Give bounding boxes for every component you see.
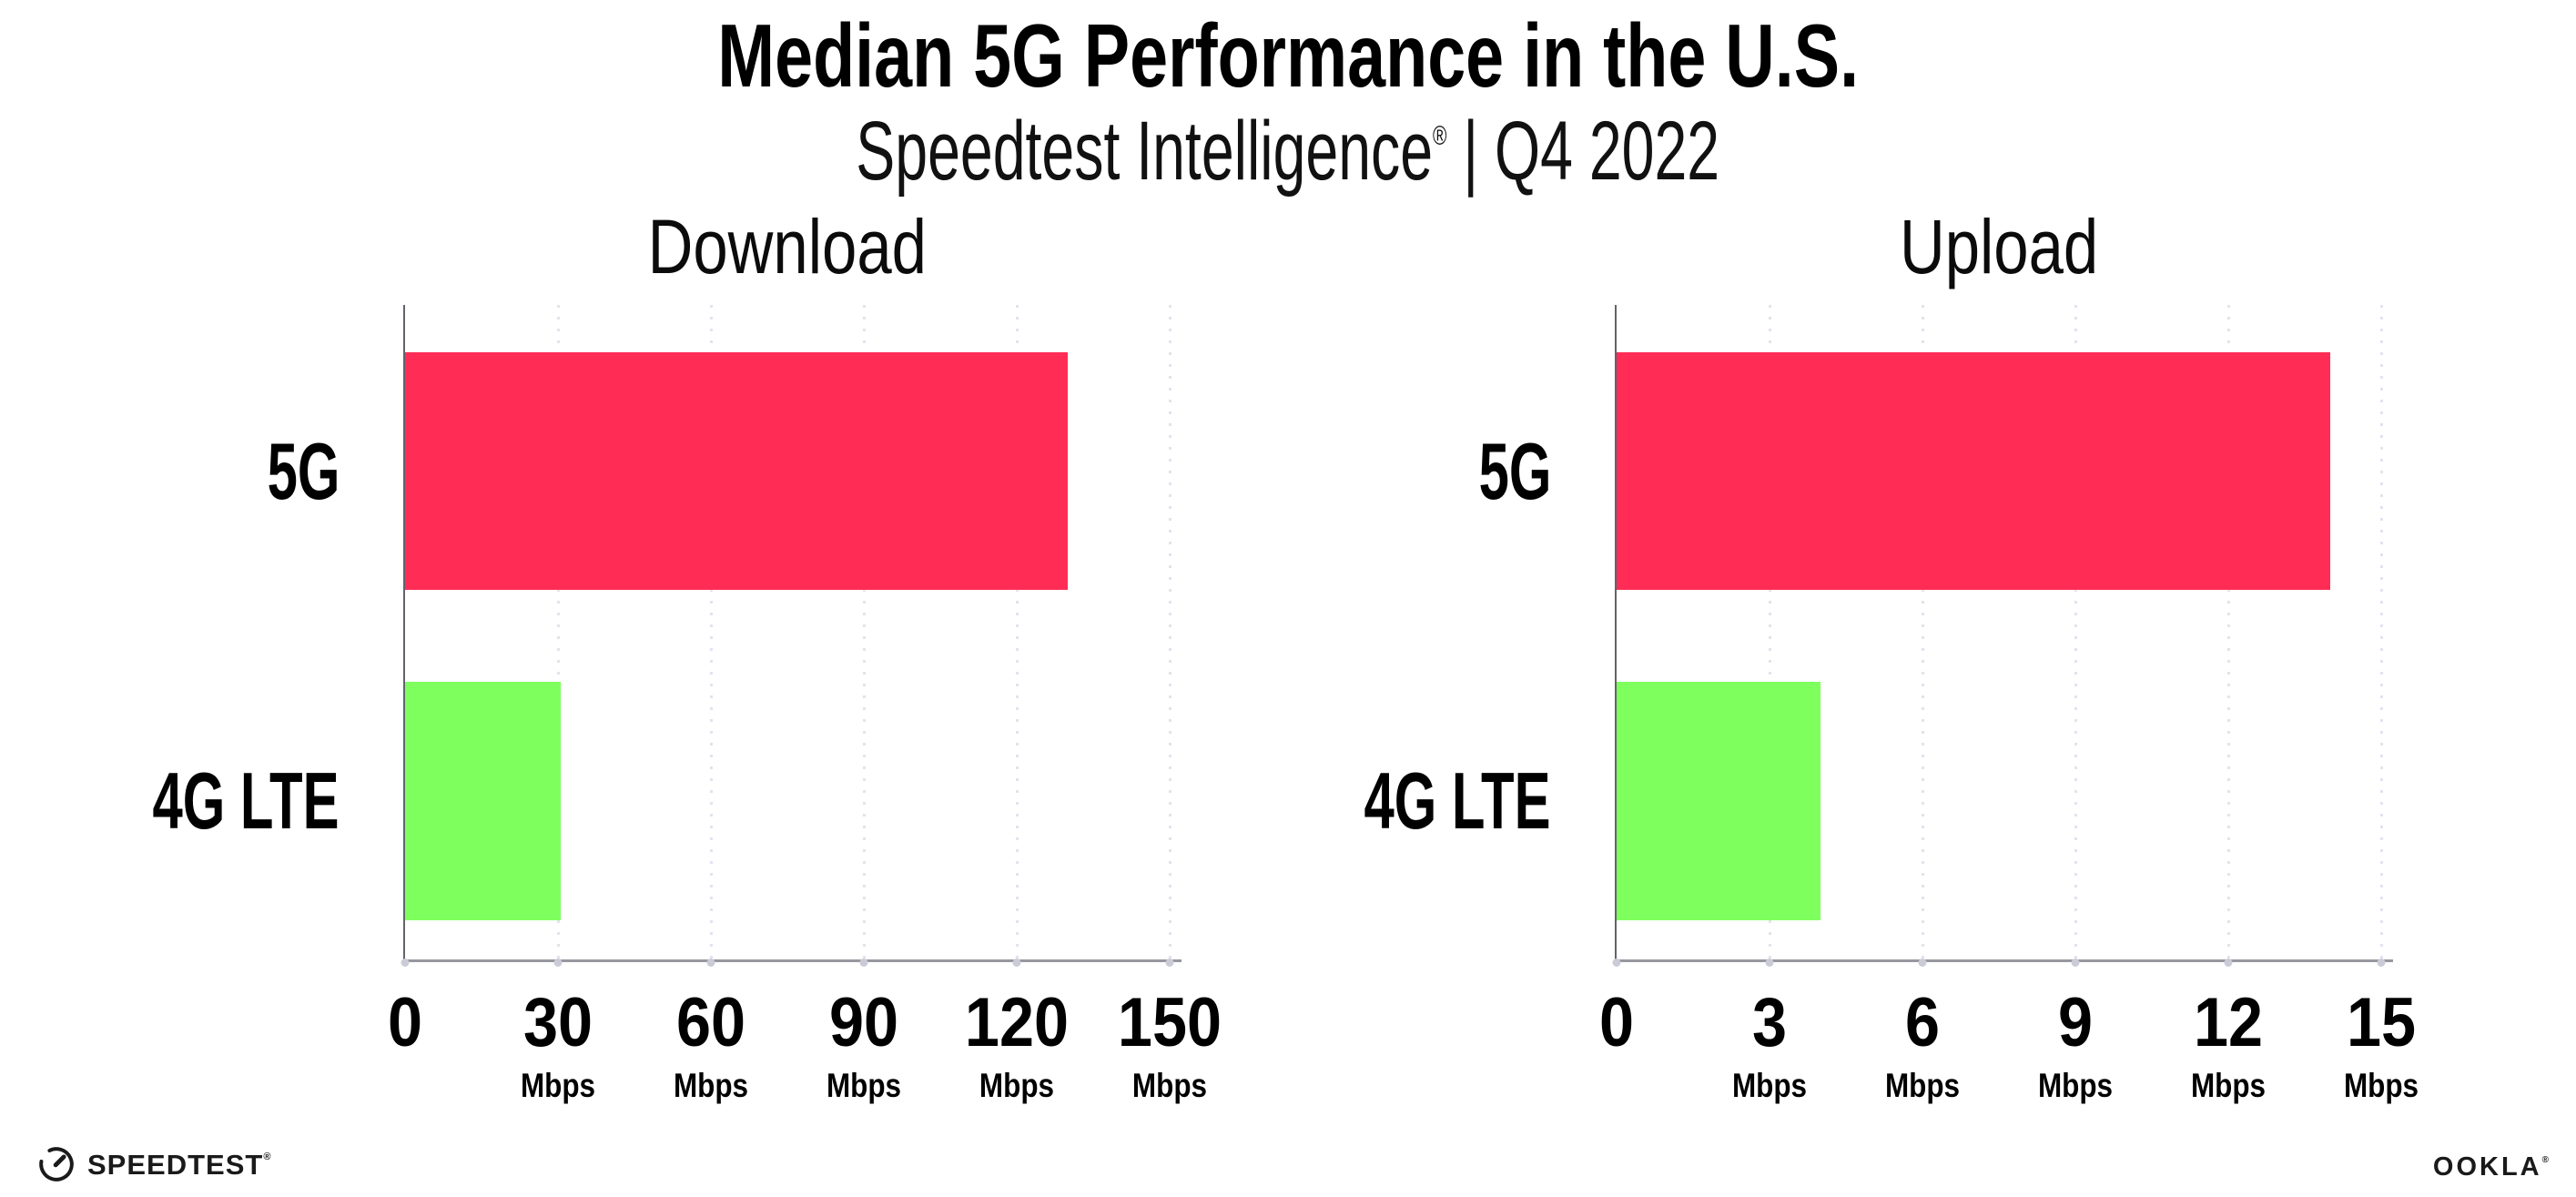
x-tick-value: 30 (522, 984, 593, 1061)
upload-chart-title: Upload (1899, 204, 2099, 289)
tick-dot-upload-0 (1612, 959, 1621, 967)
x-tick-upload-9: 9 Mbps (2032, 984, 2120, 1104)
x-tick-value: 0 (387, 984, 423, 1061)
x-tick-download-60: 60 Mbps (667, 984, 756, 1104)
x-tick-unit: Mbps (673, 1067, 749, 1104)
tick-dot-download-150 (1165, 959, 1174, 967)
bar-5g-download (405, 351, 1068, 591)
gridline-download-90 (863, 305, 866, 959)
tick-dot-upload-3 (1765, 959, 1774, 967)
x-tick-upload-0: 0 (1597, 989, 1636, 1058)
ookla-wordmark: OOKLA (2432, 1152, 2542, 1182)
upload-plot-area: Upload 0 3 Mbps 6 Mbps 9 Mbps 12 Mbps 15 Mbps 5G 4G … (1364, 208, 2419, 1102)
ookla-registered-mark: ® (2541, 1155, 2549, 1165)
gridline-upload-9 (2074, 305, 2077, 959)
x-tick-value: 150 (1117, 984, 1222, 1061)
subtitle-brand: Speedtest Intelligence (856, 105, 1434, 198)
subtitle-period: | Q4 2022 (1446, 105, 1720, 198)
x-tick-download-30: 30 Mbps (514, 984, 603, 1104)
speedtest-gauge-icon (36, 1144, 76, 1184)
x-tick-upload-12: 12 Mbps (2185, 984, 2273, 1104)
page-title: Median 5G Performance in the U.S. (0, 9, 2576, 103)
tick-dot-upload-12 (2224, 959, 2233, 967)
x-tick-value: 9 (2057, 984, 2094, 1061)
x-tick-upload-15: 15 Mbps (2338, 984, 2426, 1104)
gridline-download-30 (557, 305, 560, 959)
x-tick-value: 3 (1751, 984, 1788, 1061)
tick-dot-download-30 (553, 959, 563, 967)
speedtest-registered-mark: ® (263, 1151, 271, 1162)
page-subtitle: Speedtest Intelligence® | Q4 2022 (0, 107, 2576, 196)
x-tick-unit: Mbps (2190, 1067, 2267, 1104)
x-tick-unit: Mbps (520, 1067, 596, 1104)
x-tick-value: 120 (964, 984, 1070, 1061)
registered-mark: ® (1433, 121, 1447, 151)
gridline-upload-3 (1769, 305, 1771, 959)
tick-dot-download-0 (401, 959, 410, 967)
x-tick-unit: Mbps (2343, 1067, 2419, 1104)
page-title-text: Median 5G Performance in the U.S. (717, 5, 1859, 106)
x-tick-unit: Mbps (826, 1067, 902, 1104)
tick-dot-download-60 (706, 959, 715, 967)
x-tick-upload-3: 3 Mbps (1726, 984, 1814, 1104)
x-tick-download-90: 90 Mbps (820, 984, 908, 1104)
x-tick-value: 60 (675, 984, 746, 1061)
download-chart-title: Download (647, 204, 928, 289)
speedtest-logo: SPEEDTEST® (36, 1144, 270, 1184)
x-tick-download-0: 0 (386, 989, 424, 1058)
x-tick-download-120: 120 Mbps (959, 984, 1075, 1104)
x-tick-value: 0 (1598, 984, 1635, 1061)
tick-dot-upload-9 (2071, 959, 2080, 967)
x-tick-unit: Mbps (2037, 1067, 2114, 1104)
bar-5g-upload (1617, 351, 2330, 591)
gridline-download-60 (710, 305, 713, 959)
tick-dot-upload-6 (1918, 959, 1927, 967)
x-tick-value: 90 (828, 984, 899, 1061)
x-tick-unit: Mbps (1731, 1067, 1808, 1104)
tick-dot-download-120 (1012, 959, 1021, 967)
speedtest-wordmark: SPEEDTEST (87, 1148, 264, 1181)
bar-4g-lte-download (405, 682, 561, 920)
gridline-upload-6 (1922, 305, 1924, 959)
gridline-download-150 (1169, 305, 1171, 959)
x-tick-value: 6 (1904, 984, 1941, 1061)
tick-dot-upload-15 (2377, 959, 2386, 967)
x-tick-download-150: 150 Mbps (1112, 984, 1228, 1104)
tick-dot-download-90 (859, 959, 868, 967)
gridline-download-120 (1016, 305, 1019, 959)
x-tick-value: 12 (2193, 984, 2264, 1061)
gridline-upload-15 (2380, 305, 2383, 959)
x-tick-unit: Mbps (979, 1067, 1055, 1104)
gridline-upload-12 (2227, 305, 2230, 959)
download-plot-area: Download 0 30 Mbps 60 Mbps 90 Mbps 120 Mbps 150 Mb… (153, 208, 1222, 1102)
bar-4g-lte-upload (1617, 682, 1820, 920)
x-tick-unit: Mbps (1884, 1067, 1961, 1104)
x-tick-upload-6: 6 Mbps (1879, 984, 1967, 1104)
x-tick-value: 15 (2346, 984, 2417, 1061)
x-tick-unit: Mbps (1131, 1067, 1208, 1104)
